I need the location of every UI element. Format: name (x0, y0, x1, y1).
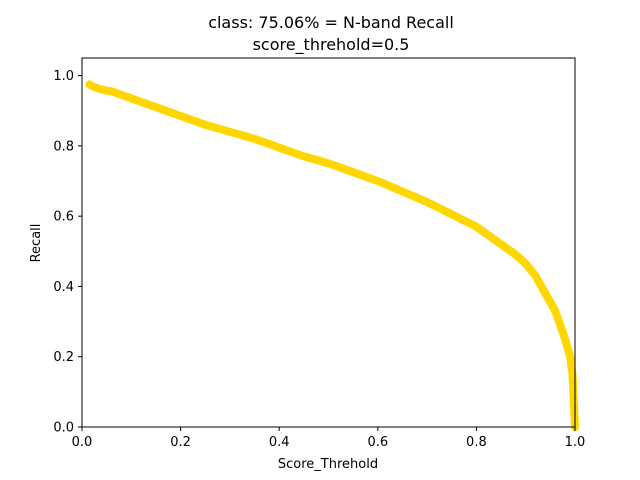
y-tick-label: 0.8 (53, 139, 74, 154)
x-axis-label: Score_Threhold (278, 457, 378, 472)
x-tick-label: 0.8 (466, 435, 487, 450)
x-tick-label: 0.2 (170, 435, 191, 450)
chart-subtitle: score_threhold=0.5 (253, 35, 410, 55)
y-tick-label: 0.0 (53, 421, 74, 436)
y-axis-ticks: 0.0 0.2 0.4 0.6 0.8 1.0 (53, 69, 82, 436)
y-axis-label: Recall (29, 224, 44, 263)
x-tick-label: 1.0 (565, 435, 586, 450)
x-tick-label: 0.6 (367, 435, 388, 450)
y-tick-label: 1.0 (53, 69, 74, 84)
y-tick-label: 0.6 (53, 210, 74, 225)
recall-series-line (85, 80, 579, 431)
x-tick-label: 0.4 (269, 435, 290, 450)
y-tick-label: 0.2 (53, 350, 74, 365)
x-tick-label: 0.0 (72, 435, 93, 450)
plot-line-group (85, 80, 579, 431)
y-tick-label: 0.4 (53, 280, 74, 295)
x-axis-ticks: 0.0 0.2 0.4 0.6 0.8 1.0 (72, 427, 586, 450)
chart-title: class: 75.06% = N-band Recall (208, 13, 454, 32)
plot-frame (81, 57, 576, 428)
